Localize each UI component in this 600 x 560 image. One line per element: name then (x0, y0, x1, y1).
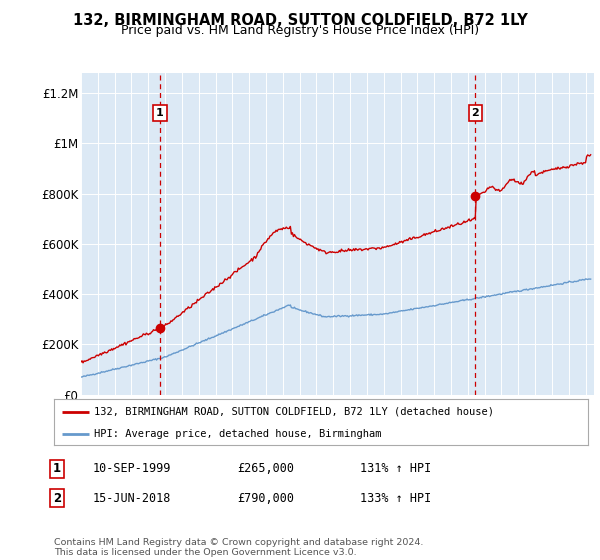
Text: Contains HM Land Registry data © Crown copyright and database right 2024.
This d: Contains HM Land Registry data © Crown c… (54, 538, 424, 557)
Text: 2: 2 (472, 108, 479, 118)
Text: £265,000: £265,000 (237, 462, 294, 475)
Text: 1: 1 (53, 462, 61, 475)
Text: 133% ↑ HPI: 133% ↑ HPI (360, 492, 431, 505)
Text: 15-JUN-2018: 15-JUN-2018 (93, 492, 172, 505)
Text: 132, BIRMINGHAM ROAD, SUTTON COLDFIELD, B72 1LY: 132, BIRMINGHAM ROAD, SUTTON COLDFIELD, … (73, 13, 527, 28)
Text: 132, BIRMINGHAM ROAD, SUTTON COLDFIELD, B72 1LY (detached house): 132, BIRMINGHAM ROAD, SUTTON COLDFIELD, … (94, 407, 494, 417)
Text: 10-SEP-1999: 10-SEP-1999 (93, 462, 172, 475)
Text: 2: 2 (53, 492, 61, 505)
Text: £790,000: £790,000 (237, 492, 294, 505)
Text: 1: 1 (156, 108, 164, 118)
Text: Price paid vs. HM Land Registry's House Price Index (HPI): Price paid vs. HM Land Registry's House … (121, 24, 479, 37)
Text: HPI: Average price, detached house, Birmingham: HPI: Average price, detached house, Birm… (94, 429, 382, 438)
Text: 131% ↑ HPI: 131% ↑ HPI (360, 462, 431, 475)
